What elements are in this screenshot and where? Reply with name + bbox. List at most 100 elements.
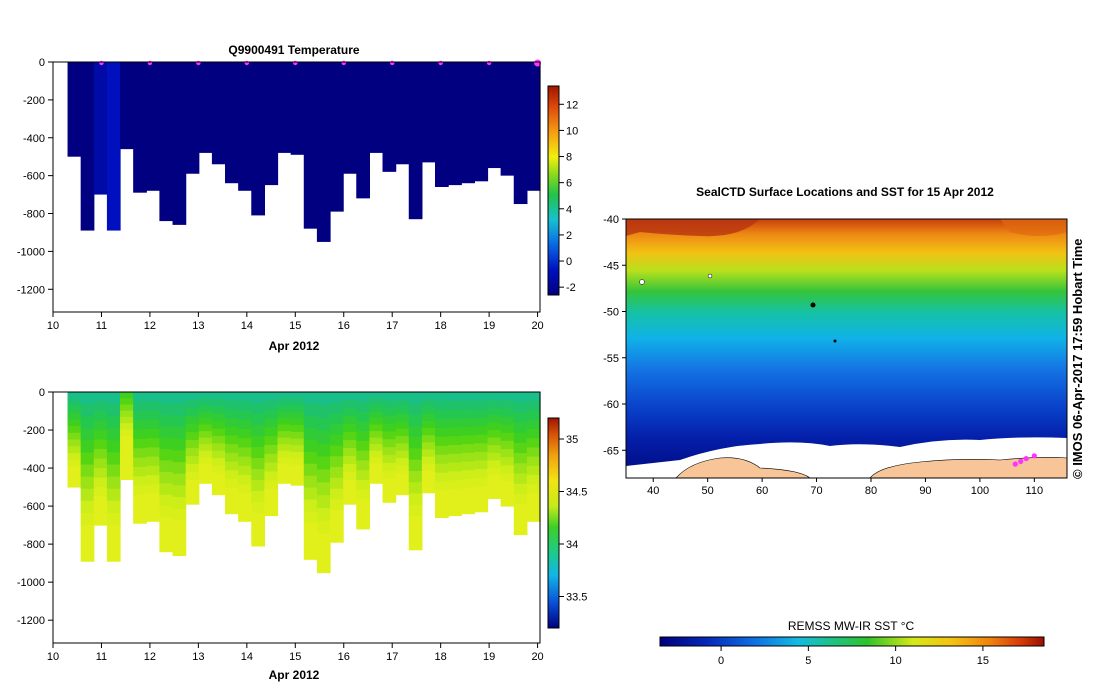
salinity-profile-cell [369, 437, 384, 445]
salinity-profile-cell [106, 488, 121, 502]
salinity-profile-cell [159, 392, 174, 404]
salinity-profile-cell [93, 468, 108, 479]
map-title: SealCTD Surface Locations and SST for 15… [696, 185, 994, 199]
salinity-panel: 10 11 12 13 14 15 16 17 18 19 20 0 -200 -400 -600 -800… [17, 387, 588, 682]
salinity-profile-cell [487, 430, 502, 439]
island [639, 279, 645, 285]
salinity-profile-cell [106, 512, 121, 526]
salinity-profile-cell [435, 400, 449, 411]
temperature-profile-cell [120, 62, 134, 150]
salinity-profile-cell [238, 438, 252, 448]
surface-marker [147, 60, 153, 66]
salinity-profile-cell [120, 410, 134, 418]
salinity-profile-cell [461, 435, 475, 445]
sst-field [626, 219, 1067, 478]
salinity-profile-cell [277, 405, 292, 413]
salinity-profile-cell [172, 462, 187, 475]
salinity-profile-cell [474, 392, 489, 402]
salinity-profile-cell [238, 456, 252, 467]
salinity-profile-cell [448, 409, 462, 419]
map-y-tick-label: -55 [603, 353, 619, 365]
salinity-profile-cell [264, 471, 279, 481]
salinity-profile-cell [290, 445, 305, 453]
track-point [1018, 458, 1024, 464]
salinity-profile-cell [500, 408, 515, 417]
map-y-tick-label: -40 [603, 214, 619, 226]
x-tick-label: 12 [144, 320, 156, 332]
salinity-profile-cell [382, 431, 397, 440]
y-tick-label: -1200 [17, 284, 45, 296]
salinity-profile-cell [526, 465, 541, 476]
salinity-profile-cell [408, 459, 423, 472]
salinity-profile-cell [316, 559, 331, 574]
salinity-profile-cell [474, 443, 489, 453]
salinity-profile-cell [526, 401, 541, 411]
y-tick-label: 0 [39, 387, 45, 399]
salinity-profile-cell [225, 452, 239, 463]
salinity-profile-cell [146, 392, 161, 402]
salinity-profile-cell [330, 520, 344, 532]
temperature-colorbar-ticks: -2 0 2 4 6 8 10 12 [559, 99, 578, 294]
salinity-profile-cell [369, 457, 384, 465]
salinity-profile-cell [93, 506, 108, 517]
temperature-profile-cell [474, 62, 489, 182]
salinity-profile-cell [330, 499, 344, 511]
salinity-profile-cell [80, 428, 95, 441]
y-tick-label: -800 [23, 209, 45, 221]
salinity-profile-cell [146, 456, 161, 467]
salinity-profile-cell [198, 457, 213, 465]
salinity-profile-cell [408, 425, 423, 438]
salinity-profile-cell [225, 444, 239, 454]
island [707, 273, 713, 279]
salinity-profile-cell [277, 463, 292, 471]
island [810, 302, 816, 308]
salinity-profile-cell [500, 449, 515, 458]
salinity-profile-cell [474, 477, 489, 487]
salinity-profile-cell [474, 486, 489, 496]
map-frame [625, 218, 1068, 479]
salinity-profile-cell [238, 419, 252, 430]
salinity-profile-cell [146, 401, 161, 411]
salinity-profile-cell [225, 418, 239, 428]
x-tick-label: 15 [289, 320, 301, 332]
salinity-profile-cell [198, 392, 213, 400]
temperature-x-ticks: 10 11 12 13 14 15 16 17 18 19 20 [47, 312, 544, 332]
salinity-profile-cell [408, 414, 423, 427]
salinity-profile-cell [461, 478, 475, 489]
salinity-profile-cell [264, 418, 279, 428]
salinity-profile-cell [198, 476, 213, 484]
salinity-profile-cell [395, 465, 410, 474]
x-tick-label: 14 [241, 651, 253, 663]
salinity-profile-cell [330, 424, 344, 436]
salinity-profile-cell [251, 524, 265, 536]
salinity-profile-cell [225, 392, 239, 402]
salinity-profile-cell [93, 430, 108, 441]
salinity-profile-cell [421, 406, 436, 415]
salinity-profile-cell [343, 440, 357, 449]
sst-map-panel: SealCTD Surface Locations and SST for 15… [603, 185, 1085, 667]
salinity-profile-cell [67, 392, 82, 400]
salinity-profile-cell [303, 547, 318, 560]
map-x-tick-label: 90 [919, 485, 931, 497]
temperature-y-ticks: 0 -200 -400 -600 -800 -1000 -1200 [17, 57, 53, 296]
y-tick-label: -1000 [17, 246, 45, 258]
salinity-x-ticks: 10 11 12 13 14 15 16 17 18 19 20 [47, 643, 544, 663]
salinity-profile-cell [133, 476, 147, 487]
salinity-profile-cell [290, 458, 305, 466]
salinity-profile-cell [264, 400, 279, 411]
map-y-tick-label: -50 [603, 307, 619, 319]
salinity-profile-cell [225, 470, 239, 480]
salinity-profile-cell [211, 428, 226, 437]
salinity-profile-cell [80, 452, 95, 466]
surface-marker [99, 60, 104, 66]
salinity-profile-cell [513, 514, 528, 525]
temperature-profile-cell [356, 62, 370, 199]
salinity-profile-cell [382, 407, 397, 417]
salinity-profile-cell [343, 408, 357, 417]
salinity-profile-cell [513, 432, 528, 444]
salinity-profile-cell [80, 512, 95, 526]
salinity-profile-cell [421, 471, 436, 479]
salinity-profile-cell [133, 466, 147, 477]
track-point [1031, 453, 1037, 459]
salinity-profile-cell [80, 440, 95, 453]
